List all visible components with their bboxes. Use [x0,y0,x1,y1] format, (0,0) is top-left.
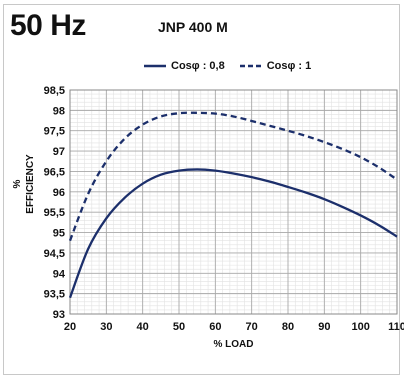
legend-item-dashed: Cosφ : 1 [239,60,312,72]
chart-frame [3,4,400,375]
x-tick-label: 30 [100,321,112,333]
series-line-0 [68,168,398,299]
legend: Cosφ : 0,8 Cosφ : 1 [143,56,325,76]
y-axis-title-efficiency: EFFICIENCY [25,154,36,214]
y-tick-label: 98 [53,105,65,117]
x-tick-label: 40 [137,321,149,333]
series-line-1 [68,111,398,242]
legend-swatch-solid [144,64,166,68]
x-axis-title: % LOAD [214,339,254,350]
x-tick-label: 100 [351,321,369,333]
y-tick-label: 97 [53,146,65,158]
y-axis-title-percent: % [12,179,23,188]
legend-item-solid: Cosφ : 0,8 [143,60,225,72]
y-tick-label: 97,5 [44,126,65,138]
y-tick-label: 96,5 [44,166,65,178]
y-tick-label: 94 [53,268,66,280]
series-layer [68,111,398,299]
x-tick-label: 70 [246,321,258,333]
y-tick-label: 98,5 [44,85,65,97]
y-tick-label: 93 [53,309,65,321]
y-tick-label: 95 [53,228,65,240]
legend-label-solid: Cosφ : 0,8 [171,60,225,72]
x-tick-label: 90 [318,321,330,333]
plot-border [69,89,398,315]
y-axis-title-group: % EFFICIENCY [12,154,36,214]
x-tick-label: 110 [388,321,404,333]
legend-label-dashed: Cosφ : 1 [266,60,312,72]
y-tick-labels: 93 93,5 94 94,5 95 95,5 96 96,5 97 97,5 98 98,5 [44,85,66,321]
y-tick-label: 96 [53,187,65,199]
major-gridlines [69,89,398,315]
y-tick-label: 95,5 [44,207,65,219]
x-tick-label: 80 [282,321,294,333]
y-tick-label: 93,5 [44,289,65,301]
x-tick-label: 50 [173,321,185,333]
chart-title: JNP 400 M [158,19,228,35]
x-tick-label: 60 [209,321,221,333]
frequency-label: 50 Hz [10,9,86,42]
legend-swatch-dashed [239,64,262,68]
x-tick-label: 20 [64,321,76,333]
y-tick-label: 94,5 [44,248,65,260]
x-tick-labels: 20 30 40 50 60 70 80 90 100 110 [64,321,404,333]
